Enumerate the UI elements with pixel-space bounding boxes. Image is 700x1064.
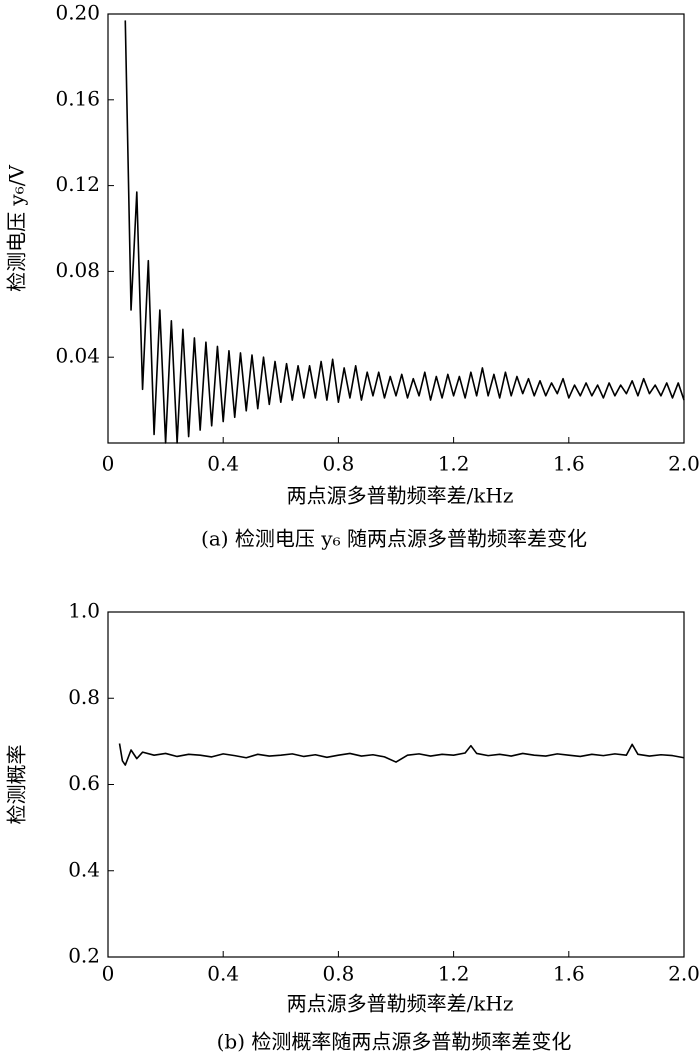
x-tick-label: 0.8 [322, 452, 354, 476]
x-tick-label: 1.2 [438, 452, 470, 476]
x-tick-label: 0.4 [207, 962, 239, 986]
y-axis-label: 检测电压 y₆/V [5, 165, 29, 292]
y-tick-label: 0.2 [68, 944, 100, 968]
x-tick-label: 1.6 [553, 962, 585, 986]
x-tick-label: 0 [102, 452, 115, 476]
y-tick-label: 0.6 [68, 771, 100, 795]
caption: (a) 检测电压 y₆ 随两点源多普勒频率差变化 [201, 527, 587, 551]
data-line [124, 20, 685, 444]
caption: (b) 检测概率随两点源多普勒频率差变化 [217, 1030, 572, 1054]
x-tick-label: 0 [102, 962, 115, 986]
x-tick-label: 0.8 [322, 962, 354, 986]
x-axis-label: 两点源多普勒频率差/kHz [287, 484, 514, 508]
y-tick-label: 0.08 [55, 258, 100, 282]
y-tick-label: 1.0 [68, 599, 100, 623]
x-tick-label: 2.0 [668, 452, 700, 476]
plot-frame [107, 611, 685, 958]
y-tick-label: 0.04 [55, 344, 100, 368]
plot-frame [107, 13, 685, 444]
y-tick-label: 0.20 [55, 1, 100, 25]
data-line [118, 743, 685, 766]
x-tick-label: 1.2 [438, 962, 470, 986]
y-axis-label: 检测概率 [5, 745, 29, 825]
x-tick-label: 2.0 [668, 962, 700, 986]
x-axis-label: 两点源多普勒频率差/kHz [287, 992, 514, 1016]
y-tick-label: 0.8 [68, 685, 100, 709]
x-tick-label: 0.4 [207, 452, 239, 476]
y-tick-label: 0.4 [68, 857, 100, 881]
y-tick-label: 0.12 [55, 172, 100, 196]
x-tick-label: 1.6 [553, 452, 585, 476]
y-tick-label: 0.16 [55, 86, 100, 110]
